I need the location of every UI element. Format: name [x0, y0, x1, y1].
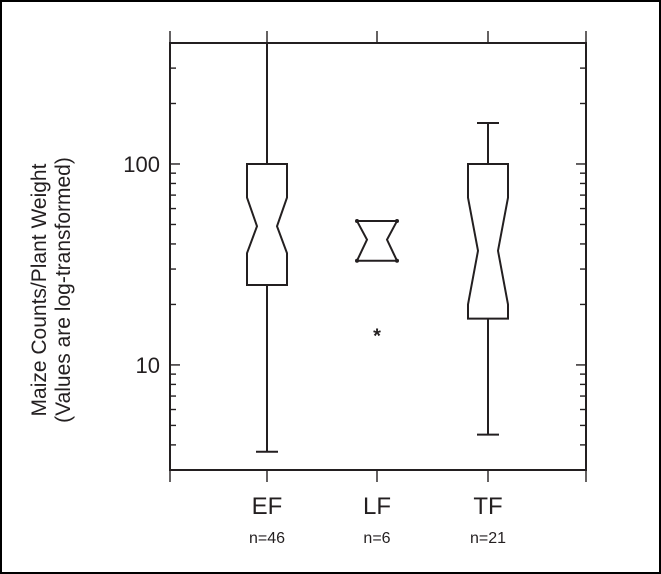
outlier-point: *: [373, 326, 381, 348]
x-category-label: EF: [252, 493, 283, 520]
x-sample-size-label: n=21: [470, 530, 506, 547]
box-corner-mark: [395, 258, 399, 263]
box-corner-mark: [355, 258, 359, 263]
axis-ticks: [169, 31, 587, 482]
box-body: [246, 162, 288, 286]
box-lf: *: [355, 219, 399, 348]
y-tick-label: 100: [123, 152, 160, 177]
x-sample-size-label: n=6: [363, 530, 390, 547]
box-tf: [467, 121, 509, 436]
box-body: [467, 162, 509, 320]
x-category-label: TF: [473, 493, 502, 520]
x-sample-size-label: n=46: [249, 530, 285, 547]
plot-area: [169, 42, 587, 471]
axis-labels: 10 100 EF n=46 LF n=6 TF n=21: [123, 152, 506, 547]
box-corner-mark: [395, 219, 399, 224]
x-category-label: LF: [363, 493, 391, 520]
box-series: *: [246, 43, 509, 453]
box-corner-mark: [355, 219, 359, 224]
box-ef: [246, 43, 288, 453]
box-body: [355, 220, 399, 262]
y-tick-label: 10: [136, 353, 160, 378]
